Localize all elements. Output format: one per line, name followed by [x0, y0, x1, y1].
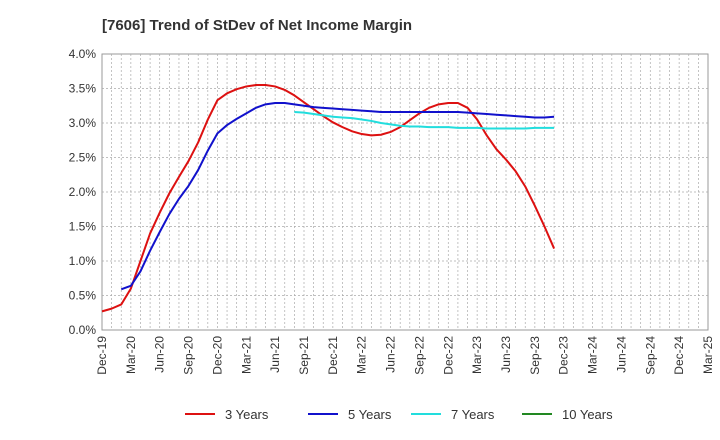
series-line-5-years: [120, 101, 555, 291]
x-tick-label: Jun-23: [499, 336, 513, 373]
y-tick-label: 1.0%: [69, 254, 97, 268]
x-tick-label: Sep-22: [412, 336, 426, 375]
legend-label: 7 Years: [451, 407, 495, 422]
x-tick-label: Sep-20: [182, 336, 196, 375]
series-line-7-years: [294, 110, 555, 130]
x-tick-label: Mar-23: [470, 336, 484, 374]
x-tick-label: Sep-21: [297, 336, 311, 375]
x-tick-label: Dec-21: [326, 336, 340, 375]
y-tick-label: 0.5%: [69, 289, 97, 303]
x-tick-label: Mar-25: [701, 336, 715, 374]
legend-label: 10 Years: [562, 407, 613, 422]
x-tick-label: Sep-23: [528, 336, 542, 375]
legend-label: 5 Years: [348, 407, 392, 422]
x-tick-label: Jun-21: [268, 336, 282, 373]
x-tick-label: Dec-23: [557, 336, 571, 375]
y-tick-label: 0.0%: [69, 323, 97, 337]
x-tick-label: Dec-19: [95, 336, 109, 375]
y-tick-label: 2.5%: [69, 151, 97, 165]
plot-area: [101, 53, 709, 331]
x-tick-label: Mar-24: [586, 336, 600, 374]
x-axis-ticks: Dec-19 Mar-20 Jun-20 Sep-20 Dec-20 Mar-21 Jun-…: [95, 336, 715, 375]
series-lines: [101, 84, 556, 313]
x-tick-label: Dec-20: [210, 336, 224, 375]
y-tick-label: 2.0%: [69, 185, 97, 199]
x-tick-label: Sep-24: [643, 336, 657, 375]
x-tick-label: Jun-24: [614, 336, 628, 373]
legend: 3 Years 5 Years 7 Years 10 Years: [185, 407, 613, 422]
y-axis-ticks: 0.0% 0.5% 1.0% 1.5% 2.0% 2.5% 3.0% 3.5% 4.0%: [69, 47, 97, 337]
y-tick-label: 4.0%: [69, 47, 97, 61]
x-tick-label: Dec-22: [441, 336, 455, 375]
y-tick-label: 3.5%: [69, 82, 97, 96]
y-tick-label: 3.0%: [69, 116, 97, 130]
x-tick-label: Mar-20: [124, 336, 138, 374]
x-tick-label: Jun-22: [384, 336, 398, 373]
x-tick-label: Dec-24: [672, 336, 686, 375]
y-tick-label: 1.5%: [69, 220, 97, 234]
x-tick-label: Mar-21: [239, 336, 253, 374]
x-tick-label: Jun-20: [153, 336, 167, 373]
x-tick-label: Mar-22: [355, 336, 369, 374]
series-line-3-years: [101, 84, 556, 313]
legend-label: 3 Years: [225, 407, 269, 422]
chart-title: [7606] Trend of StDev of Net Income Marg…: [102, 17, 412, 34]
